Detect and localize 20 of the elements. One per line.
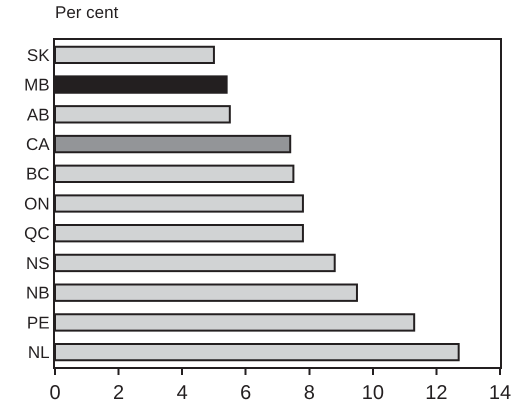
y-tick-label: ON: [24, 194, 50, 214]
x-tick-label: 6: [240, 382, 252, 404]
x-tick-label: 14: [488, 382, 512, 404]
x-tick-label: 4: [176, 382, 188, 404]
chart-title: Per cent: [55, 3, 119, 22]
x-tick-label: 12: [425, 382, 448, 404]
x-tick-label: 8: [304, 382, 315, 404]
x-tick-label: 0: [49, 382, 61, 404]
y-tick-label: SK: [26, 46, 50, 65]
x-tick-label: 2: [113, 382, 124, 404]
y-tick-label: QC: [24, 224, 50, 244]
y-tick-label: MB: [24, 76, 50, 95]
y-tick-label: NS: [26, 254, 50, 273]
y-tick-label: AB: [26, 105, 50, 124]
y-tick-label: NB: [26, 284, 50, 303]
y-tick-label: NL: [28, 343, 50, 362]
y-tick-label: CA: [26, 135, 50, 154]
y-tick-label: BC: [26, 164, 50, 184]
x-tick-label: 10: [362, 382, 384, 404]
y-tick-label: PE: [26, 313, 50, 332]
